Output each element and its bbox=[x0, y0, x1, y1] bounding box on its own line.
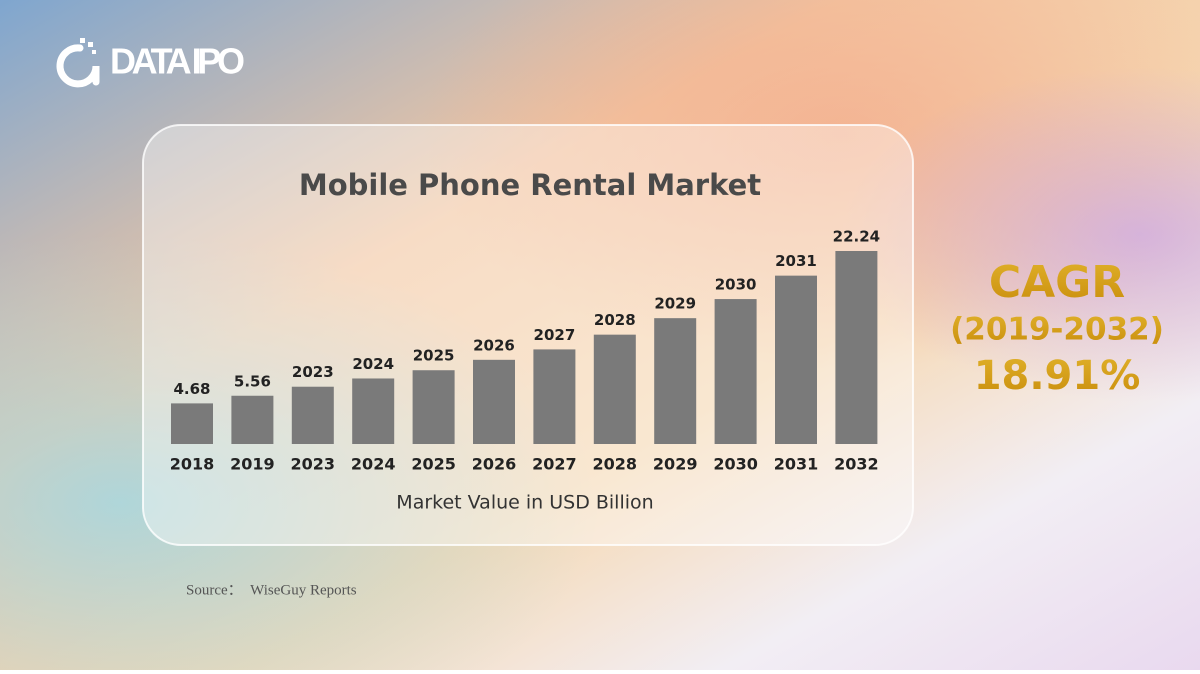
bar bbox=[352, 378, 395, 444]
bar-label: 2029 bbox=[654, 295, 696, 313]
bar-label: 22.24 bbox=[833, 228, 880, 246]
bar bbox=[835, 251, 878, 444]
bar bbox=[775, 275, 817, 444]
bar-label: 2023 bbox=[292, 363, 334, 381]
bar-label: 2030 bbox=[715, 276, 757, 294]
bar bbox=[291, 386, 334, 444]
bar-label: 2027 bbox=[534, 326, 576, 344]
bar-label: 2024 bbox=[352, 355, 394, 373]
x-tick-label: 2031 bbox=[774, 455, 819, 474]
bar bbox=[171, 403, 213, 444]
bar bbox=[533, 349, 576, 444]
x-axis-label: Market Value in USD Billion bbox=[396, 492, 653, 514]
bar bbox=[593, 334, 636, 444]
bar bbox=[714, 299, 757, 444]
logo-icon bbox=[56, 38, 100, 88]
x-tick-label: 2024 bbox=[351, 455, 396, 474]
bar-label: 2025 bbox=[413, 347, 455, 365]
x-tick-label: 2027 bbox=[532, 455, 577, 474]
bar bbox=[654, 318, 697, 444]
bar-label: 2031 bbox=[775, 252, 817, 270]
cagr-period: (2019-2032) bbox=[950, 312, 1164, 348]
x-tick-label: 2026 bbox=[472, 455, 517, 474]
bar-label: 5.56 bbox=[234, 372, 271, 390]
bar-label: 2028 bbox=[594, 311, 636, 329]
x-tick-label: 2025 bbox=[411, 455, 456, 474]
x-tick-label: 2018 bbox=[170, 455, 215, 474]
bar-label: 2026 bbox=[473, 336, 515, 354]
x-tick-label: 2030 bbox=[713, 455, 758, 474]
source: Source： WiseGuy Reports bbox=[186, 582, 357, 598]
cagr-value: 18.91% bbox=[974, 353, 1141, 399]
x-tick-label: 2032 bbox=[834, 455, 879, 474]
bar bbox=[231, 395, 274, 444]
bar bbox=[473, 359, 515, 444]
logo-text: DATA IPO bbox=[110, 41, 245, 82]
bar bbox=[412, 370, 455, 444]
cagr-label: CAGR bbox=[989, 257, 1125, 308]
chart-title: Mobile Phone Rental Market bbox=[299, 168, 761, 202]
x-tick-label: 2029 bbox=[653, 455, 698, 474]
bar-label: 4.68 bbox=[173, 380, 210, 398]
x-tick-label: 2019 bbox=[230, 455, 275, 474]
x-tick-label: 2023 bbox=[291, 455, 336, 474]
x-tick-label: 2028 bbox=[593, 455, 638, 474]
